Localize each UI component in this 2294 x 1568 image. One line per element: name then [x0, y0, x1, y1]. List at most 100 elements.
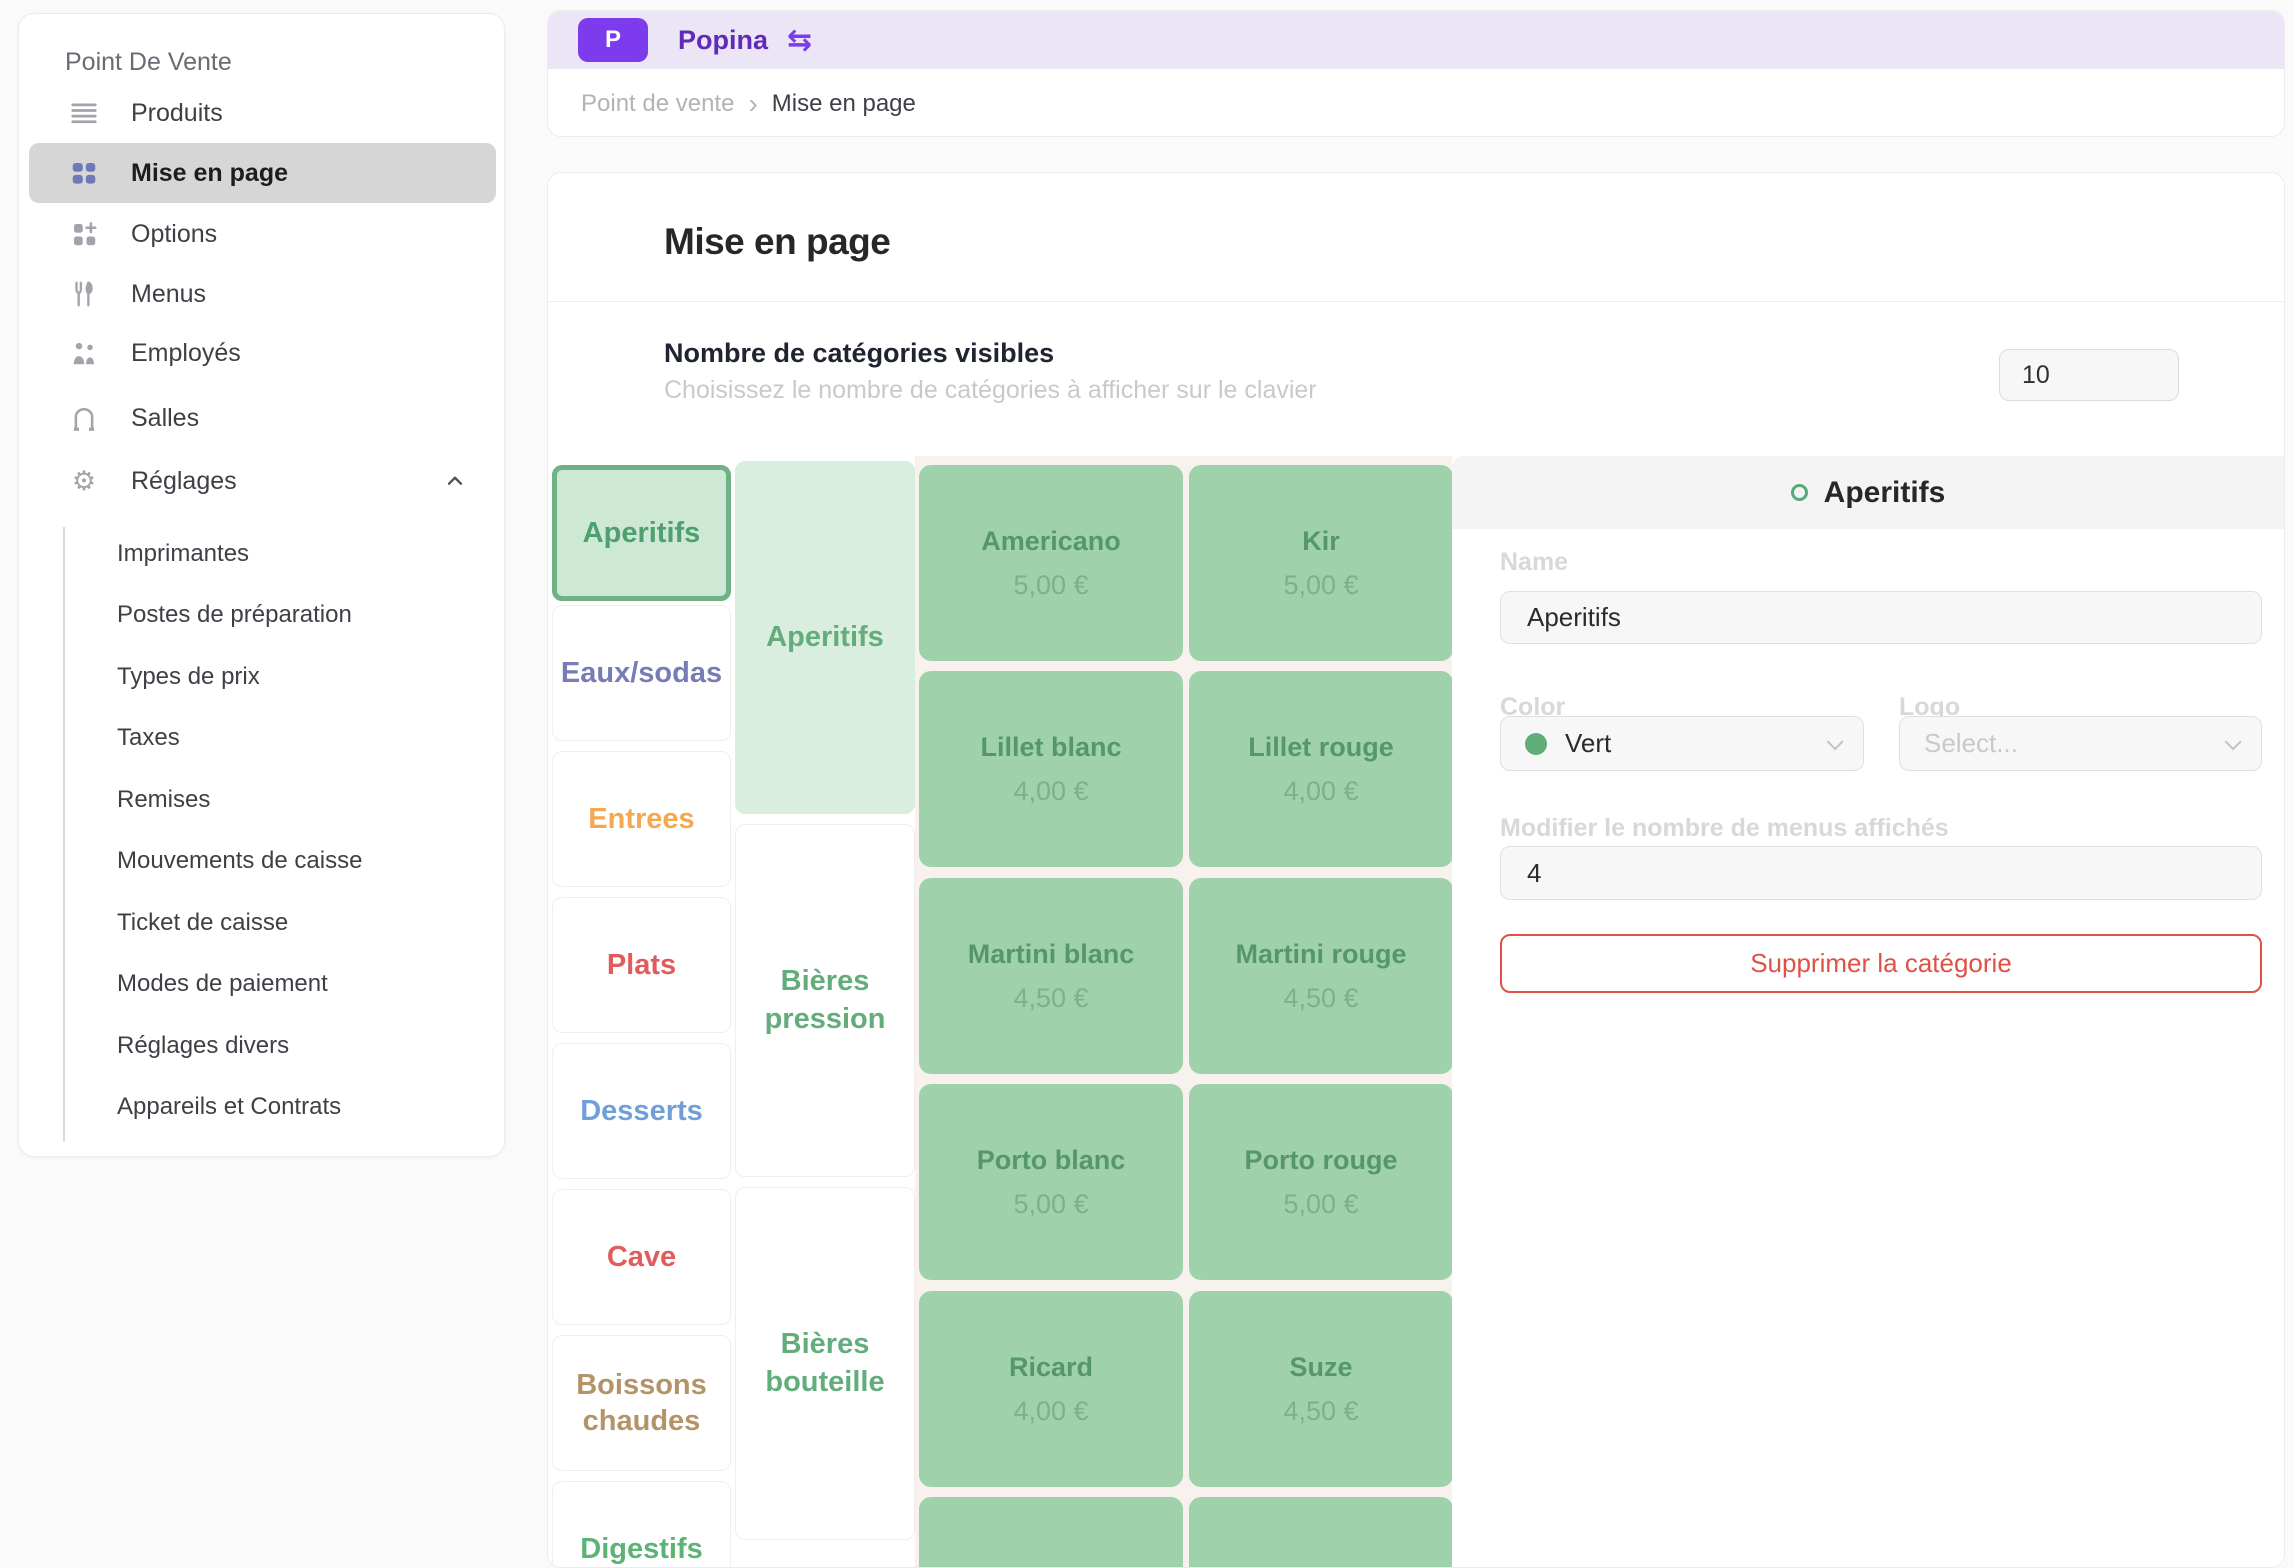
- category-digestifs[interactable]: Digestifs: [552, 1481, 731, 1567]
- sidebar-item-salles[interactable]: Salles: [29, 388, 496, 448]
- sidebar-item-taxes[interactable]: Taxes: [117, 724, 180, 752]
- color-select[interactable]: Vert: [1500, 716, 1864, 771]
- sidebar-item-appareils-et-contrats[interactable]: Appareils et Contrats: [117, 1093, 342, 1121]
- sidebar-item-ticket-de-caisse[interactable]: Ticket de caisse: [117, 908, 289, 936]
- main-card: Mise en page Nombre de catégories visibl…: [547, 172, 2285, 1568]
- sidebar-item-types-de-prix[interactable]: Types de prix: [117, 662, 260, 690]
- product-porto-rouge[interactable]: Porto rouge 5,00 €: [1189, 1084, 1453, 1280]
- category-label: Digestifs: [580, 1532, 703, 1565]
- product-name: Martini rouge: [1235, 938, 1407, 969]
- category-cave[interactable]: Cave: [552, 1189, 731, 1325]
- name-input[interactable]: [1500, 591, 2262, 644]
- category-label: Cave: [606, 1240, 677, 1273]
- sidebar-item-produits[interactable]: Produits: [29, 83, 496, 143]
- visible-categories-label: Nombre de catégories visibles: [664, 338, 1055, 368]
- sidebar-item-menus[interactable]: Menus: [29, 264, 496, 324]
- product-price: 5,00 €: [1283, 1188, 1359, 1219]
- name-label: Name: [1500, 548, 1569, 576]
- subcategory-label: Aperitifs: [766, 620, 884, 653]
- category-label: Desserts: [580, 1094, 703, 1127]
- sidebar-item-imprimantes[interactable]: Imprimantes: [117, 539, 250, 567]
- arch-icon: [67, 403, 101, 433]
- logo-select[interactable]: Select...: [1899, 716, 2262, 771]
- product-name: Porto blanc: [976, 1144, 1126, 1175]
- header-card: P Popina ⇆ Point de vente › Mise en page: [547, 10, 2285, 137]
- category-boissons-chaudes[interactable]: Boissons chaudes: [552, 1335, 731, 1471]
- sidebar-item-options[interactable]: Options: [29, 204, 496, 264]
- sidebar-item-remises[interactable]: Remises: [117, 785, 211, 813]
- category-eaux-sodas[interactable]: Eaux/sodas: [552, 605, 731, 741]
- layout-grid-icon: [67, 158, 101, 188]
- org-badge[interactable]: P: [578, 18, 648, 62]
- sidebar-item-mise-en-page[interactable]: Mise en page: [29, 143, 496, 203]
- category-label: Aperitifs: [582, 516, 701, 549]
- color-swatch-vert: [1525, 732, 1547, 755]
- product-name: Suze: [1289, 1351, 1353, 1382]
- breadcrumb: Point de vente › Mise en page: [548, 69, 2284, 136]
- org-bar: P Popina ⇆: [548, 11, 2284, 69]
- sidebar-title: Point De Vente: [65, 48, 232, 76]
- sidebar-item-modes-de-paiement[interactable]: Modes de paiement: [117, 970, 328, 998]
- menus-count-label: Modifier le nombre de menus affichés: [1500, 814, 1949, 842]
- product-price: 4,00 €: [1283, 775, 1359, 806]
- sidebar-item-label: Options: [131, 219, 218, 248]
- subcategory-aperitifs[interactable]: Aperitifs: [735, 461, 915, 814]
- breadcrumb-current: Mise en page: [771, 89, 916, 117]
- sidebar-item-label: Salles: [131, 403, 200, 432]
- category-label: Plats: [606, 948, 677, 981]
- visible-categories-input[interactable]: [1999, 349, 2179, 401]
- product-lillet-rouge[interactable]: Lillet rouge 4,00 €: [1189, 671, 1453, 867]
- sidebar-item-label: Réglages: [131, 466, 237, 495]
- breadcrumb-chevron-icon: ›: [748, 87, 758, 119]
- category-label: Eaux/sodas: [560, 656, 723, 689]
- product-americano[interactable]: Americano 5,00 €: [919, 465, 1183, 661]
- category-desserts[interactable]: Desserts: [552, 1043, 731, 1179]
- sidebar-item-postes-de-preparation[interactable]: Postes de préparation: [117, 601, 352, 629]
- category-entrees[interactable]: Entrees: [552, 751, 731, 887]
- product-name: Martini blanc: [967, 938, 1135, 969]
- settings-submenu: Imprimantes Postes de préparation Types …: [63, 523, 493, 1142]
- product-price: 4,50 €: [1013, 982, 1089, 1013]
- product-price: 4,00 €: [1013, 775, 1089, 806]
- logo-select-placeholder: Select...: [1924, 728, 2018, 758]
- sidebar-item-label: Menus: [131, 279, 207, 308]
- product-suze[interactable]: Suze 4,50 €: [1189, 1291, 1453, 1487]
- page-title: Mise en page: [664, 221, 891, 262]
- sidebar-item-reglages-divers[interactable]: Réglages divers: [117, 1031, 290, 1059]
- product-whisky[interactable]: Whisky: [1189, 1497, 1453, 1567]
- circle-icon: [1790, 484, 1808, 501]
- category-label: Entrees: [588, 802, 695, 835]
- chevron-up-icon: [442, 468, 468, 494]
- sidebar: Point De Vente Produits Mise en page Opt…: [18, 13, 505, 1157]
- switch-org-icon[interactable]: ⇆: [787, 22, 813, 58]
- product-martini-blanc[interactable]: Martini blanc 4,50 €: [919, 878, 1183, 1074]
- product-tequila[interactable]: Tequila: [919, 1497, 1183, 1567]
- product-name: Kir: [1302, 525, 1340, 556]
- product-porto-blanc[interactable]: Porto blanc 5,00 €: [919, 1084, 1183, 1280]
- category-plats[interactable]: Plats: [552, 897, 731, 1033]
- panel-header: Aperitifs: [1452, 456, 2284, 529]
- menus-count-input[interactable]: [1500, 846, 2262, 900]
- breadcrumb-parent[interactable]: Point de vente: [581, 89, 735, 117]
- product-martini-rouge[interactable]: Martini rouge 4,50 €: [1189, 878, 1453, 1074]
- sidebar-item-mouvements-de-caisse[interactable]: Mouvements de caisse: [117, 847, 363, 875]
- product-lillet-blanc[interactable]: Lillet blanc 4,00 €: [919, 671, 1183, 867]
- list-icon: [67, 98, 101, 128]
- category-edit-panel: Aperitifs Name Color Vert Logo Select...…: [1452, 456, 2284, 1567]
- category-aperitifs[interactable]: Aperitifs: [552, 465, 731, 601]
- product-kir[interactable]: Kir 5,00 €: [1189, 465, 1453, 661]
- product-ricard[interactable]: Ricard 4,00 €: [919, 1291, 1183, 1487]
- chevron-down-icon: [2224, 732, 2242, 750]
- subcategory-bieres-pression[interactable]: Bières pression: [735, 824, 915, 1177]
- gear-icon: ⚙: [71, 465, 97, 497]
- subcategory-bieres-bouteille[interactable]: Bières bouteille: [735, 1187, 915, 1540]
- category-label: Boissons chaudes: [576, 1368, 707, 1437]
- delete-category-button[interactable]: Supprimer la catégorie: [1500, 934, 2262, 993]
- sidebar-item-reglages[interactable]: ⚙ Réglages: [29, 451, 496, 511]
- product-price: 4,50 €: [1283, 1395, 1359, 1426]
- divider: [548, 301, 2284, 302]
- product-price: 5,00 €: [1013, 569, 1089, 600]
- product-name: Americano: [981, 525, 1121, 556]
- sidebar-item-employes[interactable]: Employés: [29, 323, 496, 383]
